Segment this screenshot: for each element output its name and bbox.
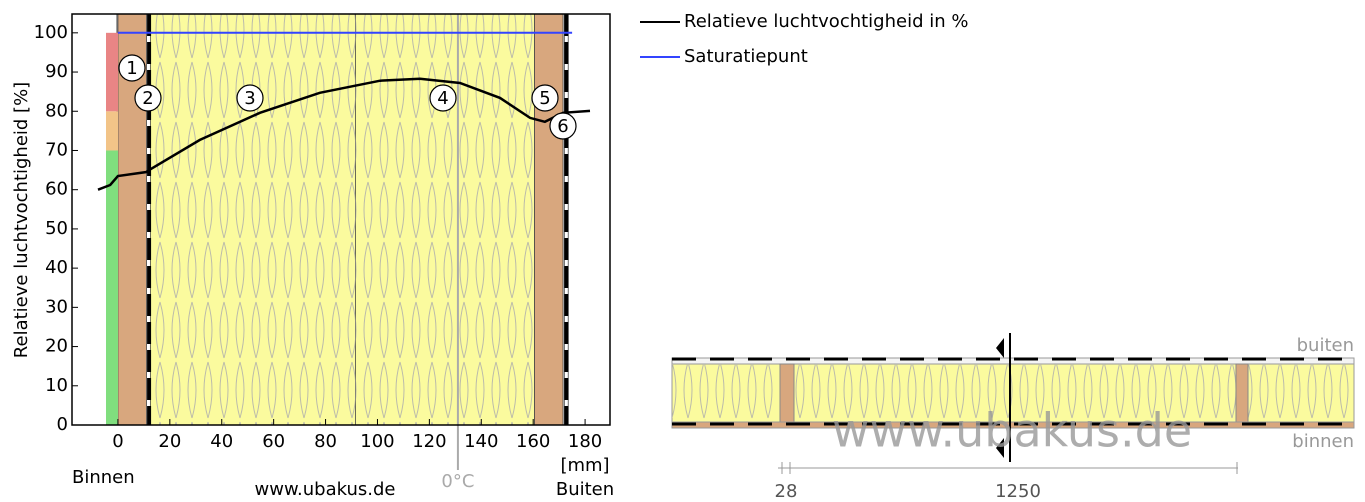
stud — [1236, 364, 1248, 422]
x-tick-label: 40 — [210, 431, 233, 452]
legend-label: Relatieve luchtvochtigheid in % — [684, 11, 968, 32]
section-diagram: buiten binnen 28 1250 www.ubakus.de — [672, 333, 1354, 502]
layer-label: 6 — [557, 116, 568, 137]
legend-label: Saturatiepunt — [684, 46, 808, 67]
layer-pattern — [150, 14, 355, 425]
y-tick-label: 10 — [45, 375, 68, 396]
layer-label: 5 — [539, 88, 550, 109]
layer-pattern — [355, 14, 534, 425]
x-tick-label: 80 — [314, 431, 337, 452]
y-tick-label: 40 — [45, 257, 68, 278]
y-tick-label: 80 — [45, 100, 68, 121]
y-tick-label: 0 — [57, 414, 68, 435]
dimension-label: 1250 — [995, 481, 1041, 502]
humidity-zone — [106, 111, 118, 150]
x-tick-label: 120 — [412, 431, 446, 452]
x-tick-label: 60 — [262, 431, 285, 452]
layer-label: 1 — [126, 58, 137, 79]
page: buiten binnen 28 1250 www.ubakus.de Rela… — [0, 0, 1365, 502]
humidity-zone — [106, 33, 118, 111]
x-tick-label: 100 — [360, 431, 394, 452]
y-tick-label: 50 — [45, 218, 68, 239]
x-unit-label: [mm] — [560, 455, 609, 476]
x-tick-label: 0 — [112, 431, 123, 452]
outside-label: buiten — [1297, 335, 1354, 356]
layer-label: 3 — [244, 88, 255, 109]
x-tick-label: 160 — [516, 431, 550, 452]
y-tick-label: 20 — [45, 336, 68, 357]
y-tick-label: 60 — [45, 179, 68, 200]
layer-label: 4 — [437, 88, 448, 109]
dimension-label: 28 — [775, 481, 798, 502]
inside-label: Binnen — [72, 467, 135, 488]
stud — [780, 364, 794, 422]
x-tick-label: 20 — [158, 431, 181, 452]
watermark: www.ubakus.de — [832, 404, 1192, 458]
y-tick-label: 90 — [45, 61, 68, 82]
x-tick-label: 140 — [464, 431, 498, 452]
inside-label: binnen — [1292, 431, 1354, 452]
x-tick-label: 180 — [568, 431, 602, 452]
zero-degree-label: 0°C — [441, 471, 474, 492]
y-tick-label: 30 — [45, 296, 68, 317]
y-tick-label: 70 — [45, 139, 68, 160]
humidity-zone — [106, 150, 118, 425]
y-axis-label: Relatieve luchtvochtigheid [%] — [11, 82, 32, 358]
layer — [534, 14, 563, 425]
layer-label: 2 — [142, 88, 153, 109]
watermark: www.ubakus.de — [255, 479, 396, 500]
y-tick-label: 100 — [34, 22, 68, 43]
outside-label: Buiten — [556, 479, 614, 500]
